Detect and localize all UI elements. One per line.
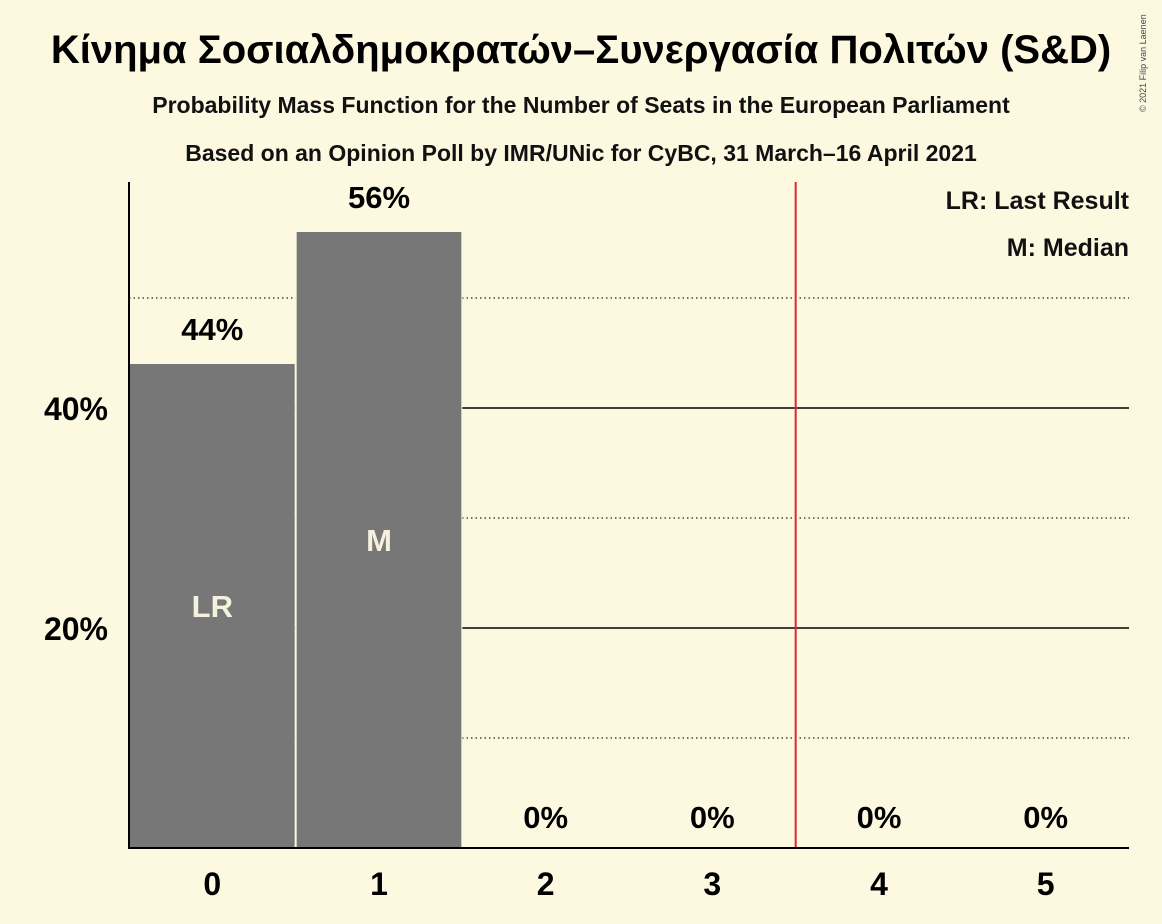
x-tick-label: 0 (203, 866, 221, 902)
x-tick-label: 4 (870, 866, 888, 902)
data-label: 56% (348, 180, 410, 215)
data-label: 0% (857, 800, 902, 835)
x-tick-label: 5 (1037, 866, 1055, 902)
bar-marker: LR (192, 589, 233, 624)
chart-subtitle: Probability Mass Function for the Number… (152, 92, 1010, 118)
y-tick-label: 40% (44, 391, 108, 427)
data-label: 0% (690, 800, 735, 835)
data-label: 0% (1023, 800, 1068, 835)
legend-median: M: Median (1007, 234, 1129, 262)
bar (130, 364, 295, 848)
copyright-text: © 2021 Filip van Laenen (1138, 14, 1148, 112)
bar (296, 232, 462, 848)
chart-title: Κίνημα Σοσιαλδημοκρατών–Συνεργασία Πολιτ… (51, 28, 1111, 72)
legend-last-result: LR: Last Result (946, 187, 1130, 215)
y-tick-label: 20% (44, 611, 108, 647)
bar-marker: M (366, 523, 392, 558)
x-tick-label: 1 (370, 866, 388, 902)
x-tick-label: 2 (537, 866, 555, 902)
data-label: 0% (523, 800, 568, 835)
x-tick-label: 3 (703, 866, 721, 902)
data-label: 44% (181, 312, 243, 347)
bars (129, 230, 463, 848)
chart-subtitle-source: Based on an Opinion Poll by IMR/UNic for… (185, 140, 977, 166)
